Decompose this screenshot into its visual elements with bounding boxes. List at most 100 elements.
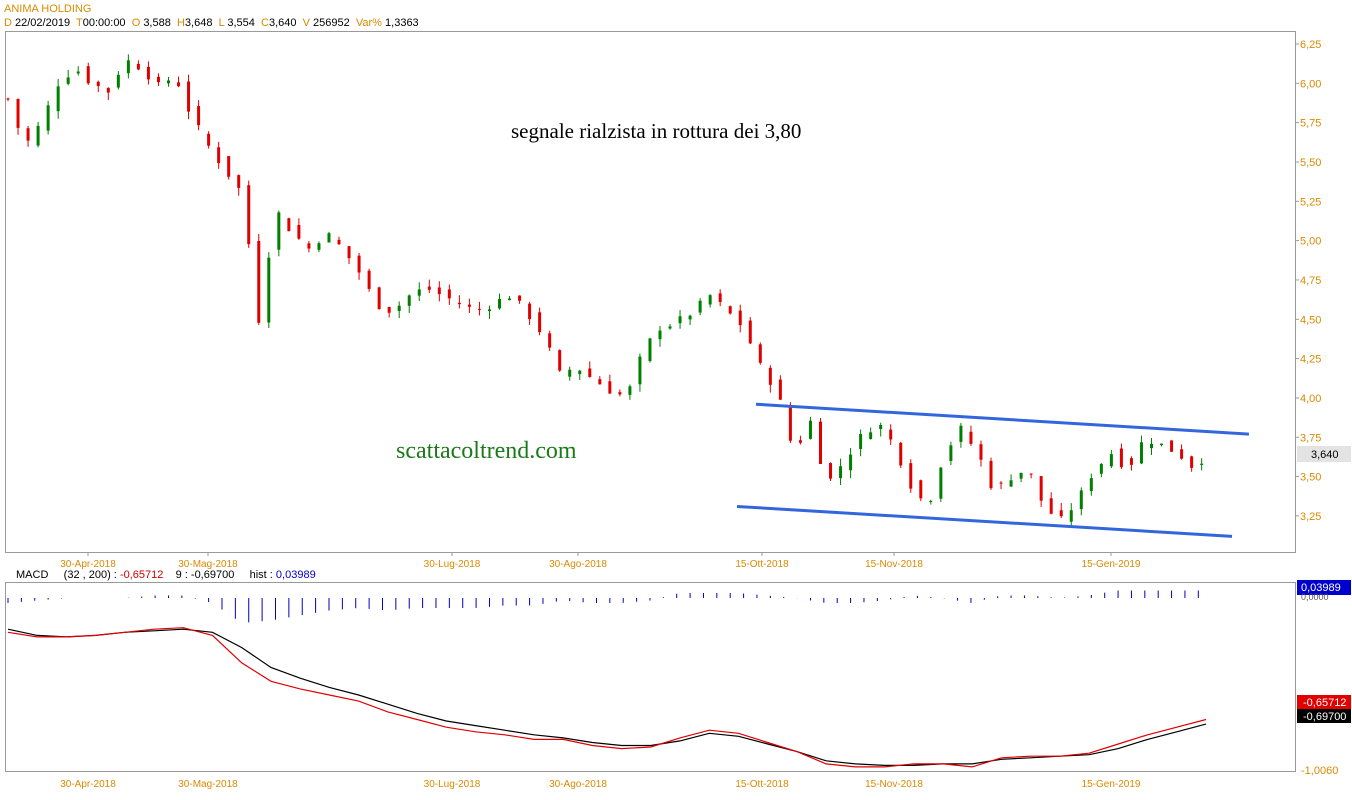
candle-down xyxy=(1180,449,1184,459)
candle-down xyxy=(136,63,140,70)
candle-up xyxy=(126,60,130,74)
candle-up xyxy=(487,309,491,312)
candle-up xyxy=(658,330,662,340)
candle-down xyxy=(337,239,341,245)
candle-down xyxy=(1170,440,1174,452)
candle-down xyxy=(1190,456,1194,468)
macd-x-tick-label: 30-Ago-2018 xyxy=(549,779,607,790)
candle-up xyxy=(407,295,411,306)
candle-up xyxy=(1089,478,1093,492)
candle-up xyxy=(859,433,863,450)
instrument-title: ANIMA HOLDING xyxy=(4,3,91,15)
candle-up xyxy=(1200,463,1204,465)
x-tick-label: 15-Gen-2019 xyxy=(1082,559,1141,570)
candle-down xyxy=(347,246,351,259)
y-tick-label: 5,50 xyxy=(1300,157,1321,169)
time-label: T xyxy=(76,17,83,29)
hist-label: hist : xyxy=(249,569,273,581)
candle-down xyxy=(1119,448,1123,468)
candle-down xyxy=(156,76,160,83)
candle-down xyxy=(207,133,211,146)
candle-up xyxy=(939,467,943,499)
macd-value: -0,65712 xyxy=(119,569,164,581)
candle-down xyxy=(889,429,893,440)
macd-x-tick-label: 15-Ott-2018 xyxy=(735,779,789,790)
time-value: 00:00:00 xyxy=(82,17,126,29)
candle-down xyxy=(6,98,10,100)
candle-down xyxy=(538,312,542,333)
candle-down xyxy=(778,379,782,400)
candle-down xyxy=(518,295,522,301)
x-tick-label: 15-Nov-2018 xyxy=(865,559,923,570)
var-label: Var% xyxy=(355,17,382,29)
signal-badge-text: -0,69700 xyxy=(1303,711,1346,723)
candle-down xyxy=(768,367,772,385)
candle-down xyxy=(237,175,241,188)
candle-down xyxy=(257,241,261,323)
price-y-axis: 6,25 6,00 5,75 5,50 5,25 5,00 4,75 4,50 4,25 4,00… xyxy=(1295,39,1321,523)
high-label: H xyxy=(176,17,185,29)
candle-down xyxy=(989,460,993,489)
candle-down xyxy=(979,444,983,460)
candle-down xyxy=(197,106,201,126)
candle-down xyxy=(96,81,100,87)
candle-up xyxy=(327,233,331,243)
candle-down xyxy=(217,147,221,164)
close-label: C xyxy=(261,17,269,29)
candle-down xyxy=(738,310,742,326)
hist-badge-text: 0,03989 xyxy=(1301,582,1341,594)
candle-down xyxy=(969,431,973,444)
candle-down xyxy=(899,442,903,466)
candle-up xyxy=(166,80,170,84)
candle-down xyxy=(357,255,361,273)
candle-down xyxy=(86,66,90,84)
candle-up xyxy=(578,370,582,375)
candle-down xyxy=(548,333,552,348)
candle-up xyxy=(839,466,843,479)
price-x-axis: 30-Apr-2018 30-Mag-2018 30-Lug-2018 30-Ago-… xyxy=(60,552,1141,570)
y-tick-label: 5,00 xyxy=(1300,236,1321,248)
x-tick-label: 30-Apr-2018 xyxy=(60,559,116,570)
candle-up xyxy=(46,105,50,131)
macd-lines xyxy=(7,627,1207,768)
signal-badge xyxy=(1297,709,1351,723)
candle-up xyxy=(668,326,672,329)
candle-down xyxy=(758,344,762,363)
candle-down xyxy=(588,368,592,377)
macd-x-tick-label: 30-Mag-2018 xyxy=(178,779,238,790)
y-tick-label: 6,00 xyxy=(1300,78,1321,90)
high-value: 3,648 xyxy=(184,17,213,29)
candle-up xyxy=(267,257,271,323)
candle-up xyxy=(949,445,953,461)
candle-up xyxy=(808,420,812,439)
candle-up xyxy=(568,369,572,377)
candle-up xyxy=(1139,442,1143,464)
watermark: scattacoltrend.com xyxy=(396,438,577,464)
candle-down xyxy=(477,308,481,310)
price-panel-frame xyxy=(5,31,1296,553)
channel-lower-line xyxy=(736,504,1233,538)
candle-down xyxy=(427,286,431,290)
candle-up xyxy=(849,454,853,471)
candle-up xyxy=(879,425,883,430)
last-price-text: 3,640 xyxy=(1311,449,1339,461)
candle-down xyxy=(287,218,291,232)
candle-up xyxy=(1099,463,1103,474)
macd-x-axis: 30-Apr-2018 30-Mag-2018 30-Lug-2018 30-Ago-… xyxy=(60,779,1141,790)
candle-down xyxy=(26,128,30,141)
candle-down xyxy=(227,156,231,177)
hist-value: 0,03989 xyxy=(275,569,316,581)
open-value: 3,588 xyxy=(143,17,171,29)
candle-up xyxy=(929,500,933,502)
candle-up xyxy=(638,356,642,385)
candle-down xyxy=(16,98,20,128)
candle-down xyxy=(387,306,391,313)
trend-channel xyxy=(736,402,1250,538)
instrument-name: ANIMA HOLDING xyxy=(4,3,92,15)
candle-up xyxy=(1069,510,1073,522)
candle-down xyxy=(718,293,722,303)
macd-x-tick-label: 30-Lug-2018 xyxy=(424,779,481,790)
candle-down xyxy=(297,224,301,239)
candle-down xyxy=(1039,476,1043,501)
